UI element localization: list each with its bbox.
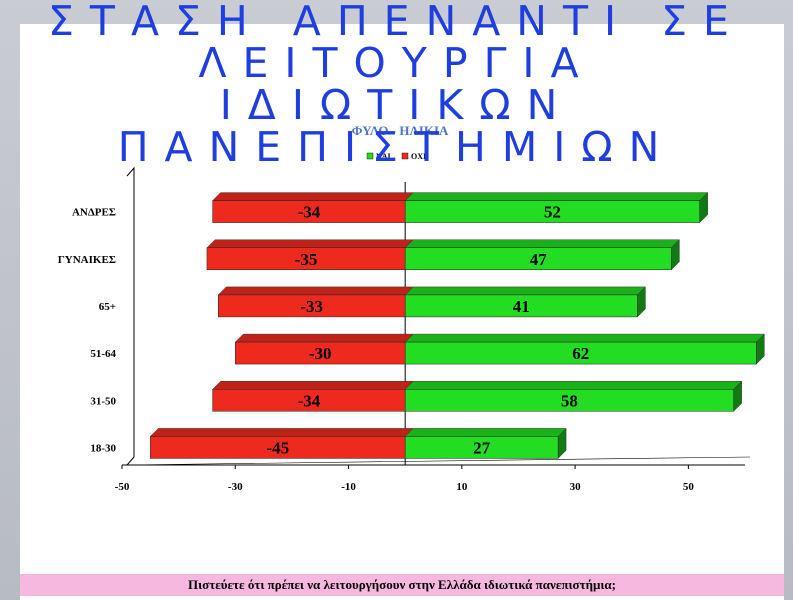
bar-value-label: -45	[266, 438, 289, 457]
bar-yes: 27	[404, 427, 567, 459]
x-tick-label: 10	[456, 481, 468, 493]
bar-value-label: -35	[295, 250, 318, 269]
x-tick-label: -30	[228, 481, 243, 493]
bar-front-face	[404, 247, 672, 270]
bar-yes: 58	[404, 380, 743, 412]
bar-no: -34	[212, 192, 414, 223]
bar-no: -45	[149, 428, 414, 459]
bar-value-label: -30	[309, 344, 332, 363]
x-tick-label: 50	[683, 481, 695, 493]
bar-top-face	[404, 381, 743, 390]
bar-front-face	[404, 200, 700, 223]
x-axis-floor-edge	[126, 456, 751, 466]
x-tick-label: -10	[341, 481, 356, 493]
bar-top-face	[404, 192, 709, 201]
category-label: ΑΝΔΡΕΣ	[72, 207, 116, 219]
bar-top-face	[404, 239, 680, 248]
bar-yes: 47	[404, 239, 680, 271]
bar-no: -33	[217, 286, 414, 318]
bar-value-label: 58	[561, 391, 578, 410]
axes: -50 -30 -10 10 30 50 ΑΝΔΡΕΣ ΓΥΝΑΙΚΕΣ 65+ 51-64 31-…	[58, 166, 751, 493]
slide-title-line-2: ΛΕΙΤΟΥΡΓΙΑ	[198, 39, 595, 87]
bar-top-face	[404, 428, 567, 437]
bar-value-label: 27	[473, 438, 491, 457]
bar-top-face	[206, 239, 414, 248]
bar-value-label: -34	[298, 391, 321, 410]
bar-front-face	[404, 436, 559, 459]
bar-top-face	[234, 333, 414, 343]
bar-top-face	[212, 381, 414, 390]
chart-title: ΦΥΛΟ - ΗΛΙΚΙΑ	[352, 123, 449, 138]
bar-top-face	[212, 192, 414, 201]
legend-swatch-no	[401, 152, 409, 160]
slide-title-line-1: ΣΤΑΣΗ ΑΠΕΝΑΝΤΙ ΣΕ	[48, 0, 745, 45]
bars: -34 52 -35 47 -33 41 -30 62 -34 58 -45 27	[149, 192, 765, 459]
slide-title-line-4: ΠΑΝΕΠΙΣΤΗΜΙΩΝ	[117, 123, 676, 171]
bar-yes: 41	[404, 286, 646, 318]
x-tick-label: 30	[570, 481, 582, 493]
bar-value-label: -33	[300, 297, 323, 316]
bar-top-face	[404, 286, 646, 296]
legend-label-yes: ΝΑΙ	[376, 152, 391, 161]
category-label: ΓΥΝΑΙΚΕΣ	[58, 254, 116, 266]
survey-question: Πιστεύετε ότι πρέπει να λειτουργήσουν στ…	[20, 574, 784, 596]
bar-no: -34	[212, 381, 414, 412]
category-label: 18-30	[90, 442, 116, 454]
bar-value-label: 41	[513, 297, 530, 316]
bar-value-label: 52	[544, 203, 561, 222]
legend-swatch-yes	[366, 152, 374, 160]
bar-value-label: -34	[298, 203, 321, 222]
axis-wall	[126, 166, 135, 466]
bar-front-face	[404, 389, 734, 412]
bar-front-face	[404, 294, 638, 318]
bar-top-face	[217, 286, 414, 296]
bar-top-face	[149, 428, 414, 437]
bar-value-label: 47	[530, 250, 548, 269]
slide-title-line-3: ΙΔΙΩΤΙΚΩΝ	[219, 81, 574, 129]
bar-front-face	[404, 341, 757, 365]
category-label: 31-50	[90, 395, 116, 407]
legend: ΝΑΙ ΟΧΙ	[366, 152, 426, 161]
bar-top-face	[404, 333, 765, 343]
slide-title: ΣΤΑΣΗ ΑΠΕΝΑΝΤΙ ΣΕ ΛΕΙΤΟΥΡΓΙΑ ΙΔΙΩΤΙΚΩΝ Π…	[0, 0, 793, 168]
bar-no: -35	[206, 239, 414, 270]
legend-label-no: ΟΧΙ	[411, 152, 426, 161]
bar-value-label: 62	[572, 344, 589, 363]
bar-yes: 62	[404, 333, 765, 365]
category-label: 65+	[99, 301, 116, 313]
bar-no: -30	[234, 333, 414, 365]
x-tick-label: -50	[115, 481, 130, 493]
bar-yes: 52	[404, 192, 709, 224]
category-label: 51-64	[90, 348, 116, 360]
